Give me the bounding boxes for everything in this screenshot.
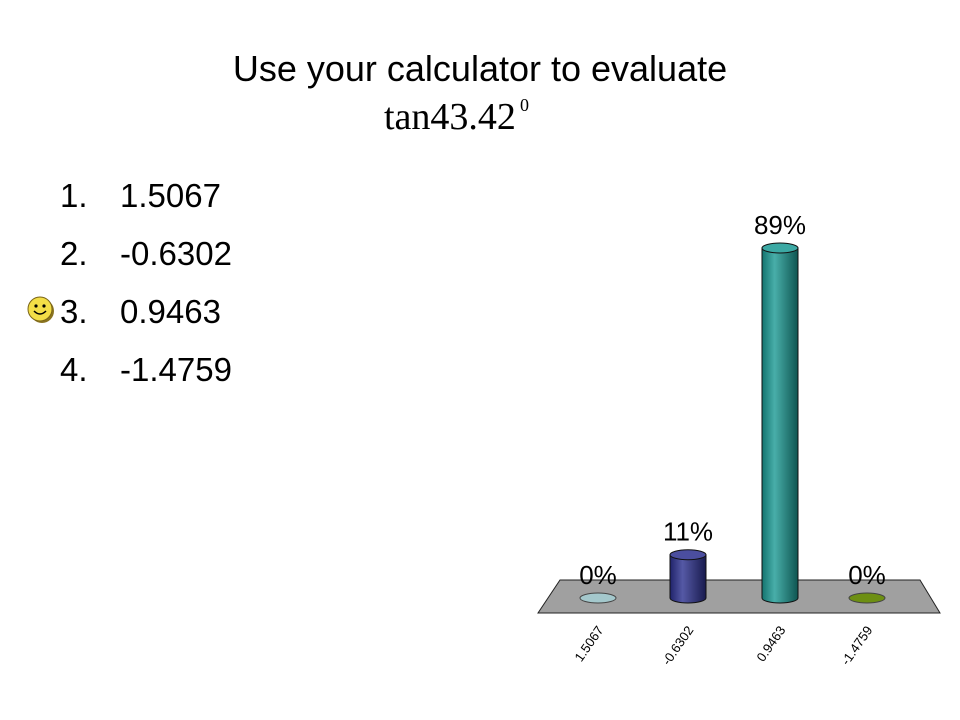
response-bar-chart: 0% 1.5067 11% -0.6302 89% 0.9463 0% -1.4759: [537, 210, 941, 668]
data-label: 0%: [579, 560, 617, 590]
x-tick-label: 1.5067: [571, 623, 606, 664]
data-label: 0%: [848, 560, 886, 590]
answer-option-2: 2. -0.6302: [60, 232, 232, 290]
data-label: 89%: [754, 210, 806, 240]
data-label: 11%: [663, 517, 713, 547]
answer-list: 1. 1.5067 2. -0.6302 3. 0.9463 4. -1.4759: [27, 174, 232, 406]
bar-1.5067: [579, 592, 617, 604]
bar-top-0.9463: [761, 242, 799, 254]
x-tick-label: -1.4759: [838, 623, 876, 668]
bar-0.9463: [761, 247, 799, 604]
bar--1.4759: [848, 592, 886, 604]
answer-text: -1.4759: [120, 351, 232, 388]
answer-text: -0.6302: [120, 235, 232, 272]
answer-number: 2.: [60, 235, 88, 272]
answer-option-4: 4. -1.4759: [60, 348, 232, 406]
answer-number: 1.: [60, 177, 88, 214]
answer-number: 4.: [60, 351, 88, 388]
answer-option-3: 3. 0.9463: [27, 290, 232, 348]
slide-title: Use your calculator to evaluate: [232, 48, 728, 89]
answer-option-1: 1. 1.5067: [60, 174, 232, 232]
answer-text: 0.9463: [120, 293, 221, 330]
bar--0.6302: [669, 554, 707, 604]
chart-floor: [537, 579, 941, 614]
bar-top--0.6302: [669, 549, 707, 561]
x-tick-label: -0.6302: [659, 623, 697, 668]
smiley-face-icon: [27, 296, 54, 323]
expression-superscript: 0: [519, 95, 529, 115]
expression-base: tan43.42: [384, 96, 516, 138]
answer-text: 1.5067: [120, 177, 221, 214]
x-tick-label: 0.9463: [753, 623, 788, 664]
math-expression: tan43.42 0: [384, 95, 529, 145]
answer-number: 3.: [60, 293, 88, 330]
